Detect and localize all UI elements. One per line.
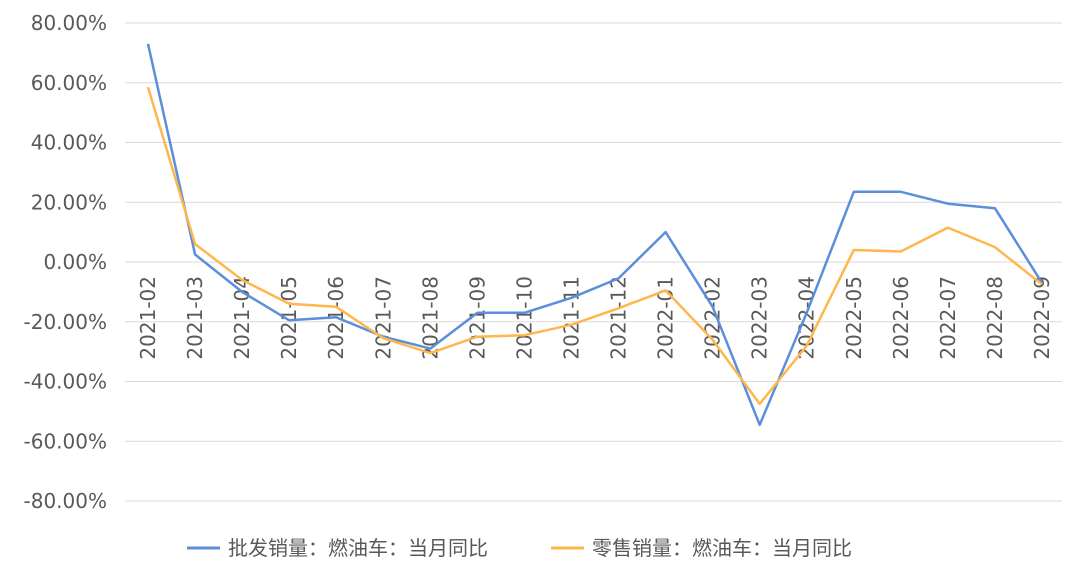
series-line-1 bbox=[146, 86, 1043, 406]
x-tick-label: 2022-06 bbox=[889, 276, 913, 360]
x-tick-label: 2021-02 bbox=[136, 276, 160, 360]
y-tick-label: -20.00% bbox=[24, 310, 107, 334]
grid-lines bbox=[125, 22, 1062, 502]
x-tick-label: 2021-11 bbox=[559, 276, 583, 360]
y-tick-label: 80.00% bbox=[31, 11, 107, 35]
x-axis-ticks: 2021-02 2021-03 2021-04 2021-05 2021-06 2021-… bbox=[136, 276, 1054, 360]
legend-label-1: 零售销量：燃油车：当月同比 bbox=[592, 536, 852, 560]
y-tick-label: -80.00% bbox=[24, 489, 107, 513]
x-tick-label: 2022-02 bbox=[701, 276, 725, 360]
y-axis-ticks: 80.00% 60.00% 40.00% 20.00% 0.00% -20.00% -40.… bbox=[24, 11, 107, 513]
x-tick-label: 2021-04 bbox=[230, 276, 254, 360]
y-tick-label: -40.00% bbox=[24, 370, 107, 394]
series-lines bbox=[146, 43, 1044, 427]
y-tick-label: -60.00% bbox=[24, 429, 107, 453]
legend-label-0: 批发销量：燃油车：当月同比 bbox=[228, 536, 488, 560]
x-tick-label: 2022-01 bbox=[654, 276, 678, 360]
y-tick-label: 0.00% bbox=[43, 250, 107, 274]
x-tick-label: 2022-03 bbox=[748, 276, 772, 360]
x-tick-label: 2021-03 bbox=[183, 276, 207, 360]
x-tick-label: 2021-05 bbox=[277, 276, 301, 360]
x-tick-label: 2022-07 bbox=[936, 276, 960, 360]
x-tick-label: 2022-08 bbox=[983, 276, 1007, 360]
series-line-0 bbox=[146, 43, 1044, 427]
x-tick-label: 2021-07 bbox=[371, 276, 395, 360]
y-tick-label: 60.00% bbox=[31, 71, 107, 95]
y-tick-label: 40.00% bbox=[31, 131, 107, 155]
x-tick-label: 2021-12 bbox=[607, 276, 631, 360]
legend: 批发销量：燃油车：当月同比 零售销量：燃油车：当月同比 bbox=[187, 536, 852, 560]
x-tick-label: 2022-09 bbox=[1030, 276, 1054, 360]
y-tick-label: 20.00% bbox=[31, 190, 107, 214]
x-tick-label: 2021-10 bbox=[512, 276, 536, 360]
x-tick-label: 2022-05 bbox=[842, 276, 866, 360]
